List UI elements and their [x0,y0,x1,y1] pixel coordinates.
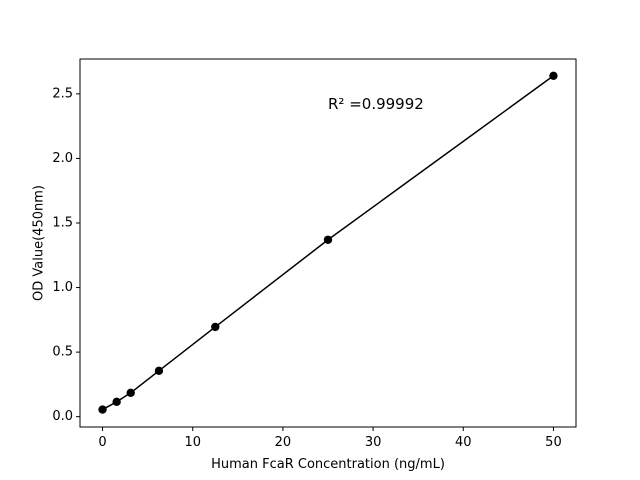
y-tick-label: 1.5 [52,215,73,230]
data-point [126,388,135,397]
y-tick-label: 2.5 [52,86,73,101]
x-tick-label: 0 [98,435,106,450]
data-point [211,322,220,332]
x-tick-label: 50 [545,435,562,450]
x-tick-label: 40 [455,435,472,450]
y-tick-label: 1.0 [52,280,73,295]
data-point [549,71,558,80]
y-tick-label: 0.0 [52,409,73,424]
y-tick-label: 0.5 [52,345,73,360]
data-point [98,405,107,414]
y-tick-label: 2.0 [52,151,73,166]
x-tick-label: 20 [275,435,292,450]
x-tick-label: 30 [365,435,382,450]
data-point [112,397,121,407]
y-axis-label: OD Value(450nm) [32,185,47,301]
x-axis-label: Human FcaR Concentration (ng/mL) [211,457,445,472]
data-point [154,366,164,376]
x-tick-label: 10 [184,435,201,450]
data-point [323,235,333,244]
plot-frame [79,58,577,428]
annotation: R² =0.99992 [328,95,424,113]
